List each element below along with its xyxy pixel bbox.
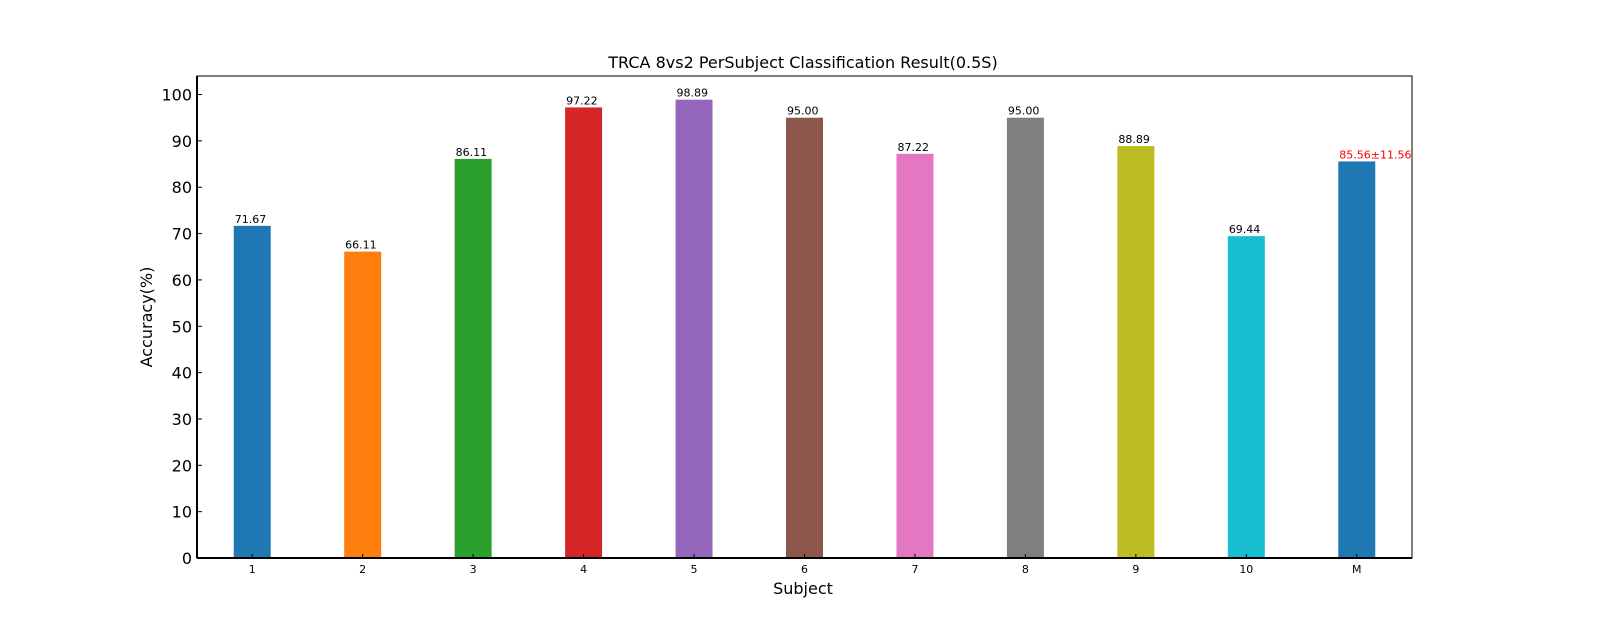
x-tick-label: M <box>1352 563 1362 576</box>
y-tick-label: 70 <box>172 225 192 244</box>
bar-data-label: 69.44 <box>1229 223 1261 236</box>
bar-data-label: 85.56±11.56 <box>1339 148 1411 161</box>
y-tick-label: 90 <box>172 132 192 151</box>
x-tick-label: 3 <box>470 563 477 576</box>
x-tick-label: 5 <box>691 563 698 576</box>
x-tick-label: 1 <box>249 563 256 576</box>
x-tick-label: 7 <box>911 563 918 576</box>
y-tick-label: 30 <box>172 410 192 429</box>
y-tick-label: 80 <box>172 178 192 197</box>
bars-group: 71.67 66.11 86.11 97.22 98.89 95.00 87.22 95.00… <box>233 87 1411 559</box>
x-tick-label: 9 <box>1132 563 1139 576</box>
y-tick-label: 40 <box>172 364 192 383</box>
y-tick-label: 0 <box>182 549 192 568</box>
bar <box>344 251 382 558</box>
bar <box>896 153 934 558</box>
bar-data-label: 87.22 <box>897 141 929 154</box>
bar-data-label: 71.67 <box>235 213 267 226</box>
bar-data-label: 88.89 <box>1118 133 1150 146</box>
x-tick-label: 6 <box>801 563 808 576</box>
bar <box>675 99 713 558</box>
chart-title: TRCA 8vs2 PerSubject Classification Resu… <box>607 53 997 72</box>
bar-data-label: 97.22 <box>566 94 598 107</box>
bar <box>454 158 492 558</box>
y-tick-label: 10 <box>172 503 192 522</box>
x-tick-label: 10 <box>1239 563 1253 576</box>
x-tick-label: 4 <box>580 563 587 576</box>
bar <box>1338 161 1376 558</box>
y-ticks-group: 0 10 20 30 40 50 60 70 80 90 100 <box>161 86 202 568</box>
x-tick-label: 8 <box>1022 563 1029 576</box>
bar <box>1117 146 1155 558</box>
bar <box>233 225 271 559</box>
bar <box>1227 236 1265 558</box>
y-tick-label: 100 <box>161 86 192 105</box>
y-tick-label: 20 <box>172 456 192 475</box>
y-tick-label: 50 <box>172 317 192 336</box>
y-axis-label: Accuracy(%) <box>137 267 156 368</box>
bar-data-label: 66.11 <box>345 239 377 252</box>
bar-data-label: 98.89 <box>677 87 709 100</box>
bar <box>565 107 603 558</box>
bar <box>786 117 823 558</box>
x-tick-label: 2 <box>359 563 366 576</box>
bar <box>1006 117 1044 558</box>
bar-data-label: 95.00 <box>1008 105 1040 118</box>
bar-data-label: 86.11 <box>456 146 488 159</box>
x-axis-label: Subject <box>773 579 833 598</box>
bar-data-label: 95.00 <box>787 105 819 118</box>
y-tick-label: 60 <box>172 271 192 290</box>
